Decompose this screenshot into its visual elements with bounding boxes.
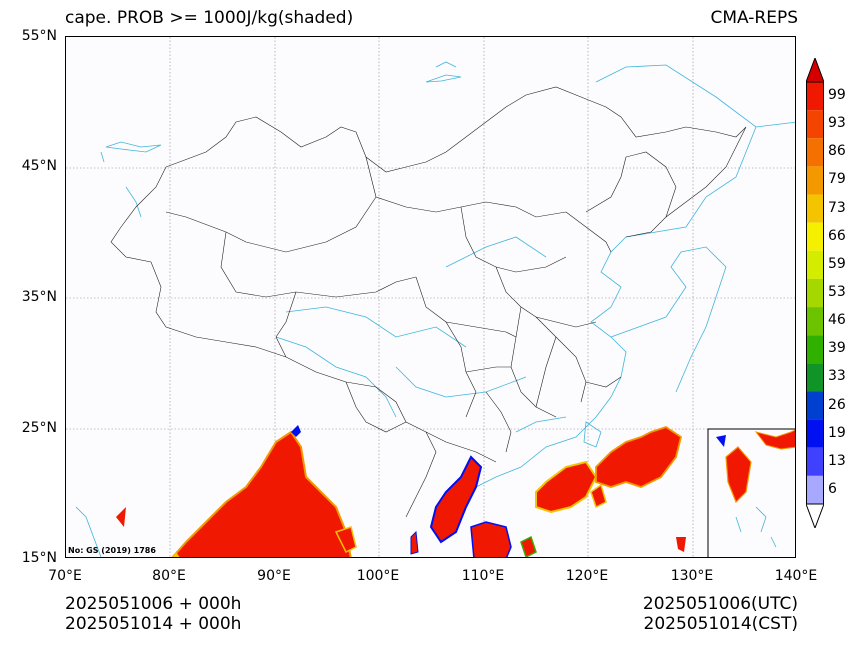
colorbar-segment: [806, 447, 824, 476]
colorbar-tick-label: 79: [828, 171, 846, 188]
colorbar-segment: [806, 166, 824, 195]
colorbar-tick-label: 53: [828, 284, 846, 300]
map-frame[interactable]: [65, 36, 796, 558]
map-license-note: No: GS (2019) 1786: [68, 546, 156, 555]
lat-label-35: 35°N: [21, 289, 57, 305]
lon-label-80: 80°E: [152, 568, 186, 584]
lon-label-140: 140°E: [774, 568, 818, 584]
probability-shading: [116, 425, 686, 557]
lon-label-130: 130°E: [670, 568, 714, 584]
boundaries: [110, 86, 747, 518]
colorbar-segment: [806, 110, 824, 139]
footer-right: 2025051006(UTC) 2025051014(CST): [643, 594, 798, 634]
colorbar-segment: [806, 307, 824, 336]
south-china-sea-inset: [707, 428, 795, 557]
colorbar-top-arrow: [806, 58, 824, 83]
colorbar-tick-label: 66: [828, 227, 846, 244]
lat-label-55: 55°N: [21, 28, 57, 44]
lat-label-15: 15°N: [21, 550, 57, 566]
colorbar-bottom-arrow: [806, 503, 824, 528]
colorbar: [806, 58, 824, 528]
colorbar-segment: [806, 194, 824, 223]
colorbar-tick-label: 13: [828, 452, 846, 469]
lon-label-100: 100°E: [356, 568, 400, 584]
colorbar-tick-label: 6: [828, 480, 837, 497]
colorbar-tick-label: 39: [828, 340, 846, 357]
lon-label-110: 110°E: [461, 568, 505, 584]
footer-left: 2025051006 + 000h 2025051014 + 000h: [65, 594, 241, 634]
colorbar-tick-label: 73: [828, 199, 846, 216]
colorbar-segment: [806, 419, 824, 448]
map-svg: [66, 37, 795, 557]
valid-time-utc: 2025051006(UTC): [642, 594, 798, 614]
colorbar-tick-label: 93: [828, 115, 846, 132]
colorbar-segment: [806, 335, 824, 364]
lat-label-45: 45°N: [21, 158, 57, 174]
colorbar-segment: [806, 138, 824, 167]
colorbar-outline: [806, 81, 824, 505]
colorbar-segment: [806, 278, 824, 308]
colorbar-tick-label: 46: [828, 312, 846, 329]
colorbar-tick-label: 59: [828, 255, 846, 272]
colorbar-segment: [806, 222, 824, 251]
model-name-title: CMA-REPS: [710, 8, 798, 28]
valid-time-cst: 2025051014(CST): [643, 614, 798, 634]
init-time-utc: 2025051006 + 000h: [65, 594, 242, 614]
lon-label-90: 90°E: [257, 568, 291, 584]
colorbar-segment: [806, 391, 824, 420]
colorbar-tick-label: 33: [828, 368, 846, 385]
lon-label-70: 70°E: [48, 568, 82, 584]
colorbar-segment: [806, 475, 824, 504]
colorbar-segment: [806, 82, 824, 111]
lon-label-120: 120°E: [565, 568, 609, 584]
colorbar-tick-label: 19: [828, 424, 846, 441]
colorbar-tick-label: 99: [828, 87, 846, 104]
chart-title-left: cape. PROB >= 1000J/kg(shaded): [65, 8, 354, 28]
map-grid: [66, 37, 795, 557]
lat-label-25: 25°N: [21, 420, 57, 436]
coastlines: [75, 61, 795, 557]
colorbar-tick-label: 26: [828, 396, 846, 413]
colorbar-segment: [806, 363, 824, 392]
colorbar-segment: [806, 250, 824, 279]
init-time-cst: 2025051014 + 000h: [65, 614, 242, 634]
colorbar-tick-label: 86: [828, 143, 846, 160]
